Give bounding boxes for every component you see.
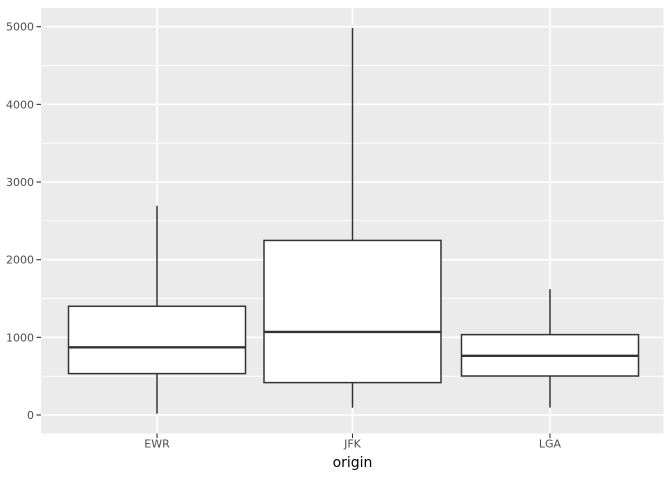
boxplot-EWR (67, 205, 247, 414)
x-tick-label-JFK: JFK (343, 438, 362, 451)
y-axis-labels: 0 1000 2000 3000 4000 5000 (6, 21, 34, 422)
y-tick-label-3000: 3000 (6, 176, 34, 189)
x-axis-title: origin (332, 455, 373, 471)
y-tick-label-5000: 5000 (6, 21, 34, 34)
box-rect (67, 305, 247, 375)
y-tick-label-1000: 1000 (6, 331, 34, 344)
y-tick-label-0: 0 (27, 409, 34, 422)
x-axis-labels: EWR JFK LGA (144, 438, 561, 451)
axis-ticks (36, 26, 551, 438)
x-tick-label-LGA: LGA (539, 438, 562, 451)
box-rect (263, 239, 442, 384)
x-tick-label-EWR: EWR (144, 438, 170, 451)
y-tick-label-4000: 4000 (6, 98, 34, 111)
boxplot-LGA (460, 289, 640, 408)
y-tick-label-2000: 2000 (6, 254, 34, 267)
boxplot-JFK (263, 28, 442, 408)
